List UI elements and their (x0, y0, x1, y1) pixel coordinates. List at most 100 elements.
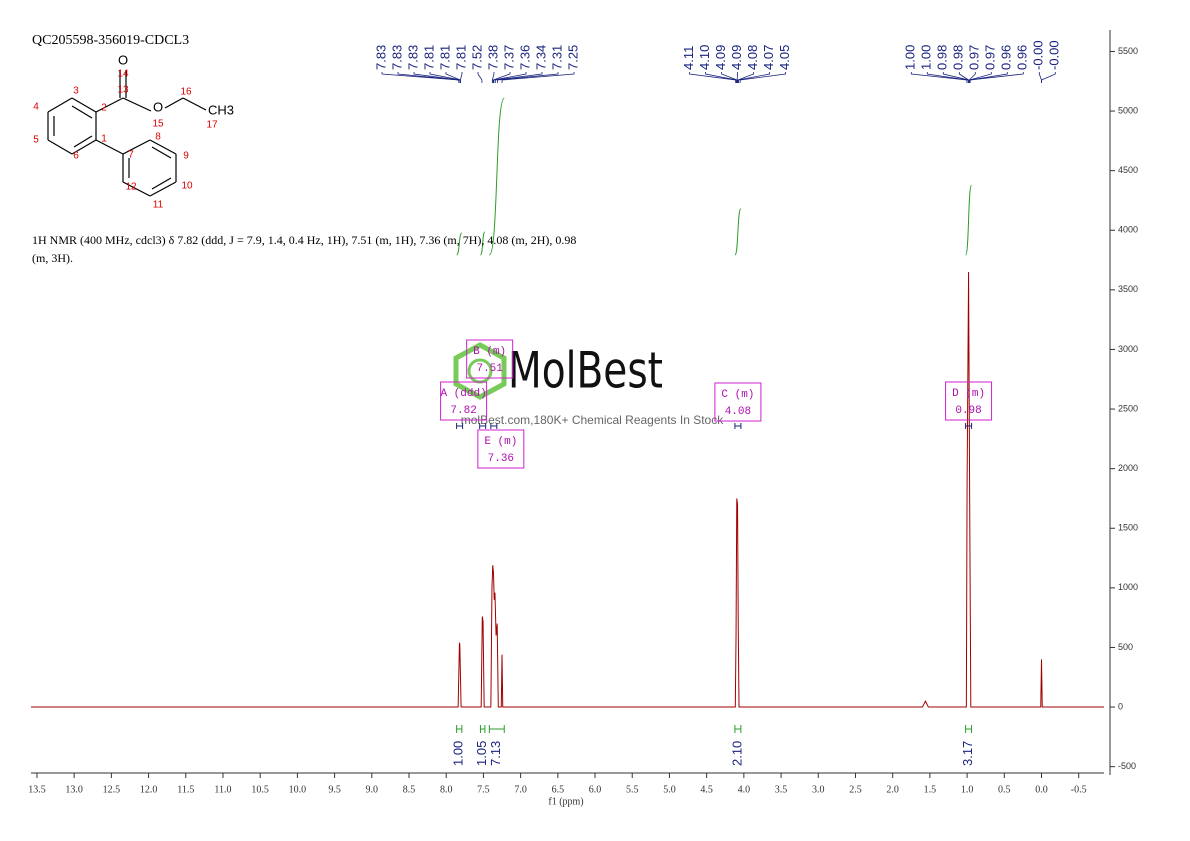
peak-leader (689, 72, 737, 83)
integral-label: 3.17 (960, 741, 975, 766)
peak-leader (926, 72, 968, 83)
peak-label: 4.09 (729, 45, 744, 70)
peak-label: 4.08 (745, 45, 760, 70)
multiplet-marker (479, 423, 487, 429)
multiplet-marker (490, 423, 498, 429)
peak-leader (497, 72, 559, 83)
chart-title: QC205598-356019-CDCL3 (32, 33, 189, 48)
peak-label: 7.83 (373, 45, 388, 70)
x-tick-label: 12.5 (103, 784, 121, 795)
multiplet-shift: 7.51 (476, 363, 503, 375)
peak-label: 4.10 (697, 45, 712, 70)
multiplet-shift: 7.82 (450, 405, 476, 417)
y-tick-label: 1000 (1118, 582, 1138, 592)
spectrum-line (31, 271, 1104, 708)
y-tick-label: 2000 (1118, 463, 1138, 473)
atom-label: 17 (206, 120, 218, 131)
integral-curve (479, 231, 486, 256)
integral-curve (734, 208, 742, 256)
x-tick-label: 2.5 (849, 784, 862, 795)
atom-label: 1 (101, 134, 107, 145)
peak-leader (501, 72, 575, 83)
watermark-brand: MolBest (508, 342, 663, 400)
atom-label: O (153, 99, 163, 114)
peak-leader (969, 72, 1024, 83)
x-tick-label: 9.0 (366, 784, 379, 795)
atom-label: 8 (155, 132, 161, 143)
x-tick-label: 6.0 (589, 784, 602, 795)
multiplet-box (945, 381, 993, 421)
peak-leader (493, 72, 527, 83)
nmr-description: 1H NMR (400 MHz, cdcl3) δ 7.82 (ddd, J =… (32, 233, 577, 265)
multiplet-box (477, 429, 525, 469)
peak-leader (705, 72, 737, 83)
integral-label: 2.10 (729, 741, 744, 766)
x-tick-label: 0.0 (1035, 784, 1048, 795)
x-tick-label: 2.0 (886, 784, 899, 795)
atom-label: CH3 (208, 102, 234, 117)
multiplet-marker (456, 423, 464, 429)
peak-leader (491, 72, 495, 83)
peak-leader (958, 72, 969, 83)
atom-label: 12 (125, 182, 137, 193)
x-tick-label: 5.0 (663, 784, 676, 795)
atom-label: 10 (181, 181, 193, 192)
peak-leader (737, 72, 754, 83)
peak-label: 0.96 (999, 45, 1014, 70)
integral-bracket (479, 725, 486, 733)
multiplet-shift: 7.36 (488, 453, 514, 465)
x-tick-label: 1.5 (924, 784, 937, 795)
peak-label: 7.25 (565, 45, 580, 70)
multiplet-label: E (m) (484, 436, 517, 448)
x-tick-label: 5.5 (626, 784, 639, 795)
peak-label: 1.00 (903, 45, 918, 70)
x-tick-label: 12.0 (140, 784, 158, 795)
multiplet-box (440, 381, 488, 421)
peak-leader (738, 72, 770, 83)
x-tick-label: 3.0 (812, 784, 825, 795)
integral-curve (488, 97, 505, 256)
peak-label: 7.36 (517, 45, 532, 70)
atom-label: 15 (152, 119, 164, 130)
multiplet-label: B (m) (473, 346, 506, 358)
multiplet-label: A (ddd) (440, 388, 486, 400)
atom-label: 9 (183, 151, 189, 162)
integral-bracket (965, 725, 973, 733)
atom-label: 2 (101, 103, 107, 114)
x-tick-label: 7.5 (477, 784, 490, 795)
peak-label: 7.81 (453, 45, 468, 70)
atom-label: O (118, 52, 128, 67)
x-tick-label: 8.0 (440, 784, 453, 795)
peak-leader (492, 72, 511, 83)
peak-leader (968, 72, 992, 83)
y-tick-label: -500 (1118, 761, 1136, 771)
peak-leader (413, 72, 460, 83)
atom-label: 11 (153, 200, 164, 211)
peak-leader (477, 72, 483, 83)
y-tick-label: 5500 (1118, 46, 1138, 56)
peak-label: 7.52 (469, 45, 484, 70)
peak-label: 4.11 (681, 46, 696, 70)
peak-label: 7.31 (549, 45, 564, 70)
y-tick-label: 500 (1118, 642, 1133, 652)
y-tick-label: 2500 (1118, 403, 1138, 413)
multiplet-shift: 4.08 (725, 406, 751, 418)
peak-label: 4.05 (777, 45, 792, 70)
atom-label: 14 (117, 69, 129, 80)
watermark-tagline: molBest.com,180K+ Chemical Reagents In S… (461, 413, 724, 427)
atom-label: 4 (33, 102, 39, 113)
integral-label: 1.00 (451, 741, 466, 766)
peak-label: 7.81 (437, 45, 452, 70)
integral-bracket (488, 725, 505, 733)
y-tick-label: 0 (1118, 701, 1123, 711)
peak-label: 4.09 (713, 45, 728, 70)
x-axis-label: f1 (ppm) (548, 796, 583, 807)
peak-leader (459, 72, 463, 83)
peak-label: 7.83 (405, 45, 420, 70)
y-tick-label: 5000 (1118, 105, 1138, 115)
x-tick-label: 1.0 (961, 784, 974, 795)
x-tick-label: 11.0 (214, 784, 231, 795)
peak-label: 4.07 (761, 45, 776, 70)
